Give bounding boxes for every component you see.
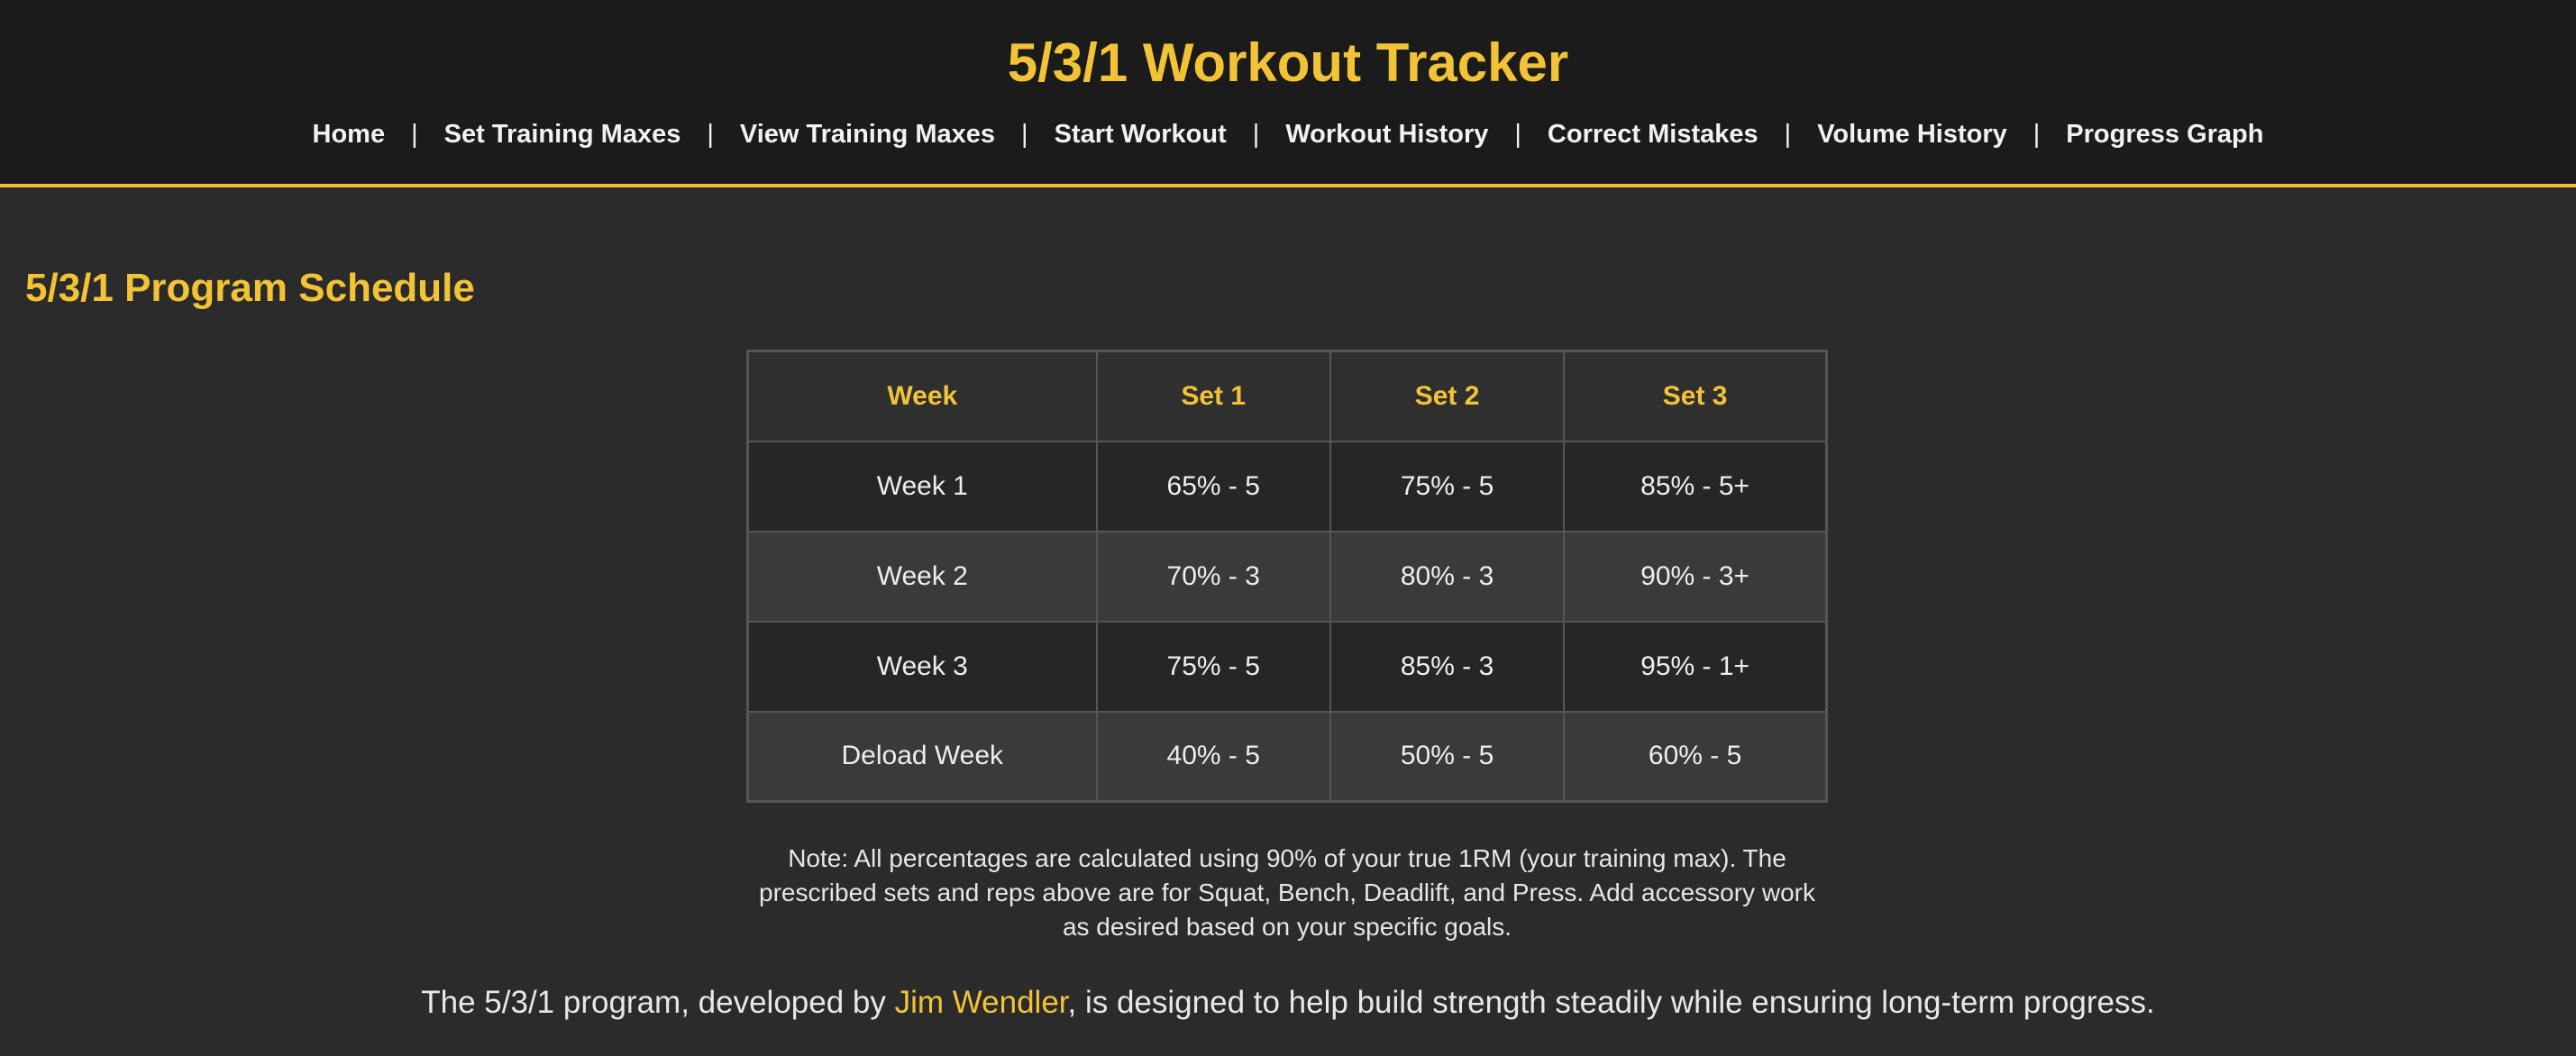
cell-set-2: 80% - 3 [1329,530,1566,623]
nav-volume-history[interactable]: Volume History [1817,120,2007,149]
nav-workout-history[interactable]: Workout History [1285,120,1489,149]
header-set-2: Set 2 [1329,350,1566,442]
cell-set-3: 90% - 3+ [1563,530,1828,623]
nav-separator: | [1021,120,1028,149]
header-set-3: Set 3 [1563,350,1828,442]
cell-set-1: 75% - 5 [1095,620,1331,713]
nav-home[interactable]: Home [312,120,386,149]
header-set-1: Set 1 [1095,350,1331,442]
cell-week: Week 3 [746,620,1098,713]
table-row: Week 2 70% - 3 80% - 3 90% - 3+ [746,530,1828,623]
intro-text-after: , is designed to help build strength ste… [1067,985,2155,1020]
program-schedule-table: Week Set 1 Set 2 Set 3 Week 1 65% - 5 75… [746,350,1828,803]
schedule-title: 5/3/1 Program Schedule [25,266,475,310]
nav-set-training-maxes[interactable]: Set Training Maxes [443,120,681,149]
nav-progress-graph[interactable]: Progress Graph [2066,120,2264,149]
header-week: Week [746,350,1098,442]
cell-set-1: 40% - 5 [1095,710,1331,803]
nav-start-workout[interactable]: Start Workout [1054,120,1227,149]
nav-separator: | [707,120,714,149]
cell-set-3: 60% - 5 [1563,710,1828,803]
nav-separator: | [411,120,418,149]
site-title: 5/3/1 Workout Tracker [1007,32,1569,93]
cell-set-3: 85% - 5+ [1563,440,1828,533]
cell-set-1: 65% - 5 [1095,440,1331,533]
cell-set-2: 75% - 5 [1329,440,1566,533]
program-intro: The 5/3/1 program, developed by Jim Wend… [0,977,2576,1029]
table-row: Deload Week 40% - 5 50% - 5 60% - 5 [746,710,1828,803]
cell-set-3: 95% - 1+ [1563,620,1828,713]
nav-correct-mistakes[interactable]: Correct Mistakes [1547,120,1758,149]
table-row: Week 3 75% - 5 85% - 3 95% - 1+ [746,620,1828,713]
nav-separator: | [1252,120,1260,149]
nav-separator: | [1784,120,1792,149]
cell-set-1: 70% - 3 [1095,530,1331,623]
intro-text-before: The 5/3/1 program, developed by [421,985,895,1020]
nav-separator: | [1514,120,1521,149]
site-header: 5/3/1 Workout Tracker Home | Set Trainin… [0,0,2576,187]
nav-view-training-maxes[interactable]: View Training Maxes [739,120,996,149]
cell-set-2: 50% - 5 [1329,710,1566,803]
cell-set-2: 85% - 3 [1329,620,1566,713]
cell-week: Week 2 [746,530,1098,623]
cell-week: Deload Week [746,710,1098,803]
jim-wendler-link[interactable]: Jim Wendler [894,985,1068,1020]
table-header-row: Week Set 1 Set 2 Set 3 [746,350,1828,442]
cell-week: Week 1 [746,440,1098,533]
main-nav: Home | Set Training Maxes | View Trainin… [0,112,2576,157]
schedule-note: Note: All percentages are calculated usi… [759,844,1815,941]
table-row: Week 1 65% - 5 75% - 5 85% - 5+ [746,440,1828,533]
nav-separator: | [2032,120,2041,149]
